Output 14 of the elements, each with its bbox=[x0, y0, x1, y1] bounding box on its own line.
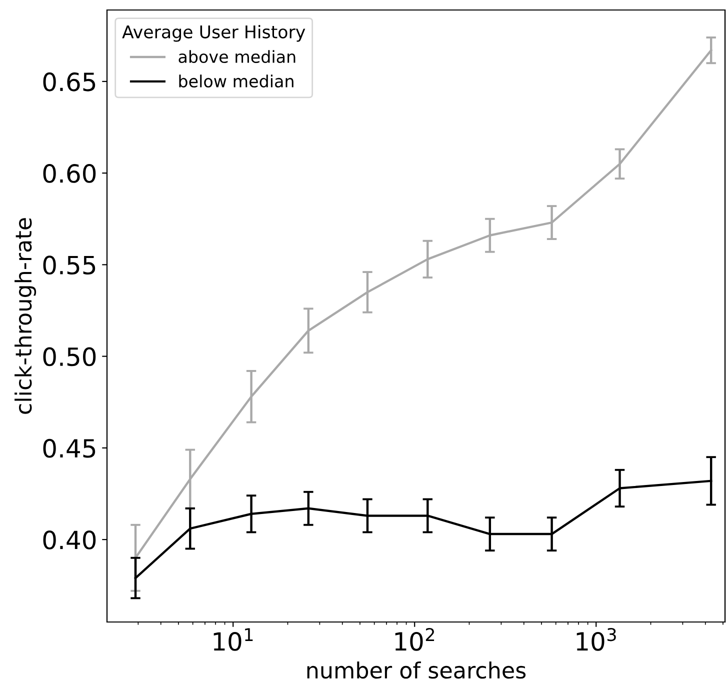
legend-title: Average User History bbox=[122, 25, 306, 42]
x-tick-label: 10$^{1}$ bbox=[214, 628, 253, 651]
y-tick-label: 0.40 bbox=[43, 530, 96, 550]
y-tick-label: 0.55 bbox=[43, 256, 96, 275]
y-axis-title: click-through-rate bbox=[14, 218, 36, 414]
legend-label: below median bbox=[179, 74, 294, 88]
x-axis-title: number of searches bbox=[307, 661, 526, 679]
x-tick-label: 10$^{3}$ bbox=[576, 628, 616, 651]
legend-label: above median bbox=[178, 50, 296, 64]
x-tick-label: 10$^{2}$ bbox=[395, 628, 434, 651]
y-tick-label: 0.65 bbox=[43, 72, 96, 92]
y-tick-label: 0.50 bbox=[43, 347, 96, 366]
y-tick-label: 0.45 bbox=[43, 438, 96, 458]
y-tick-label: 0.60 bbox=[43, 164, 96, 183]
